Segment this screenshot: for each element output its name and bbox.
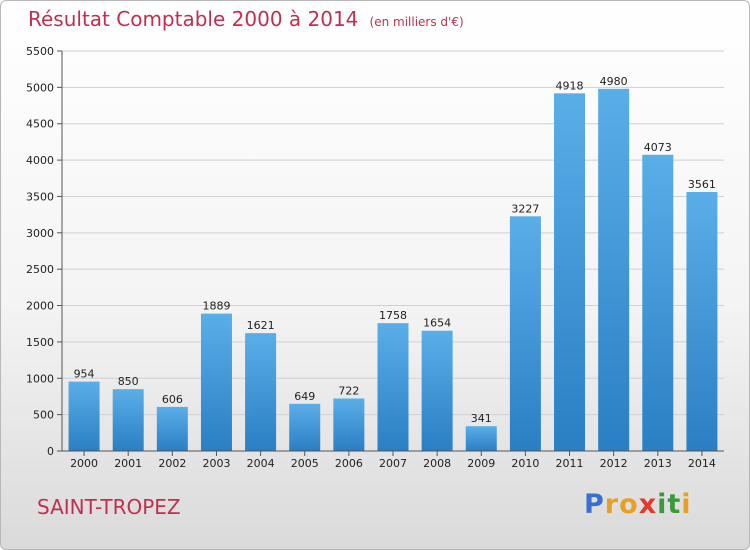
x-tick-label: 2011 [556, 457, 584, 470]
x-tick-label: 2012 [600, 457, 628, 470]
y-tick-label: 500 [33, 409, 54, 422]
bar [642, 154, 674, 452]
chart-title-unit: (en milliers d'€) [369, 15, 464, 29]
x-tick-label: 2003 [202, 457, 230, 470]
bar [289, 403, 321, 451]
logo-letter: P [584, 489, 605, 520]
y-tick-label: 1000 [26, 372, 54, 385]
y-tick-label: 0 [47, 445, 54, 458]
proxiti-logo: Proxiti [584, 489, 692, 520]
bar-value-label: 606 [162, 393, 183, 406]
bar-value-label: 1654 [423, 317, 451, 330]
bar [156, 406, 188, 451]
logo-letter: t [667, 489, 682, 520]
bar-value-label: 722 [338, 384, 359, 397]
chart-title: Résultat Comptable 2000 à 2014 (en milli… [28, 7, 464, 31]
bar [68, 381, 100, 451]
logo-letter: i [681, 489, 692, 520]
y-tick-label: 1500 [26, 336, 54, 349]
y-tick-label: 4500 [26, 118, 54, 131]
chart-title-main: Résultat Comptable 2000 à 2014 [28, 7, 359, 31]
x-tick-label: 2007 [379, 457, 407, 470]
x-tick-label: 2009 [467, 457, 495, 470]
bar [245, 333, 277, 451]
x-tick-label: 2000 [70, 457, 98, 470]
bar [112, 389, 144, 451]
x-tick-label: 2005 [291, 457, 319, 470]
logo-letter: x [638, 489, 658, 520]
bar [200, 313, 232, 451]
bar-value-label: 4073 [644, 141, 672, 154]
y-tick-label: 3000 [26, 227, 54, 240]
y-tick-label: 2500 [26, 263, 54, 276]
city-name: SAINT-TROPEZ [37, 495, 181, 519]
bar-value-label: 4918 [556, 79, 584, 92]
bar [421, 330, 453, 451]
bar-value-label: 3227 [511, 202, 539, 215]
bar-value-label: 1758 [379, 309, 407, 322]
logo-letter: r [604, 489, 620, 520]
x-tick-label: 2008 [423, 457, 451, 470]
x-tick-label: 2013 [644, 457, 672, 470]
bar-value-label: 341 [471, 412, 492, 425]
y-tick-label: 4000 [26, 154, 54, 167]
x-tick-label: 2002 [158, 457, 186, 470]
bar [598, 88, 630, 452]
axes [57, 50, 724, 456]
bar [686, 192, 718, 451]
x-tick-label: 2006 [335, 457, 363, 470]
bars [68, 88, 718, 452]
logo-letter: i [657, 489, 668, 520]
bar-value-label: 850 [118, 375, 139, 388]
bar [333, 398, 365, 451]
bar [554, 93, 586, 451]
logo-letter: o [619, 489, 639, 520]
bar [509, 216, 541, 451]
bar [377, 323, 409, 451]
y-tick-label: 2000 [26, 300, 54, 313]
y-tick-label: 5000 [26, 81, 54, 94]
bar-value-label: 4980 [600, 75, 628, 88]
y-tick-label: 3500 [26, 190, 54, 203]
x-tick-label: 2001 [114, 457, 142, 470]
bar [465, 426, 497, 451]
bar-value-label: 954 [74, 368, 95, 381]
bar-value-label: 1621 [247, 319, 275, 332]
bar-value-label: 649 [294, 390, 315, 403]
labels: 0 500 1000 1500 2000 2500 3000 3500 4000 4500 5000… [26, 45, 716, 470]
x-tick-label: 2010 [511, 457, 539, 470]
y-tick-label: 5500 [26, 45, 54, 58]
bar-value-label: 1889 [202, 300, 230, 313]
x-tick-label: 2014 [688, 457, 716, 470]
x-tick-label: 2004 [247, 457, 275, 470]
bar-value-label: 3561 [688, 178, 716, 191]
